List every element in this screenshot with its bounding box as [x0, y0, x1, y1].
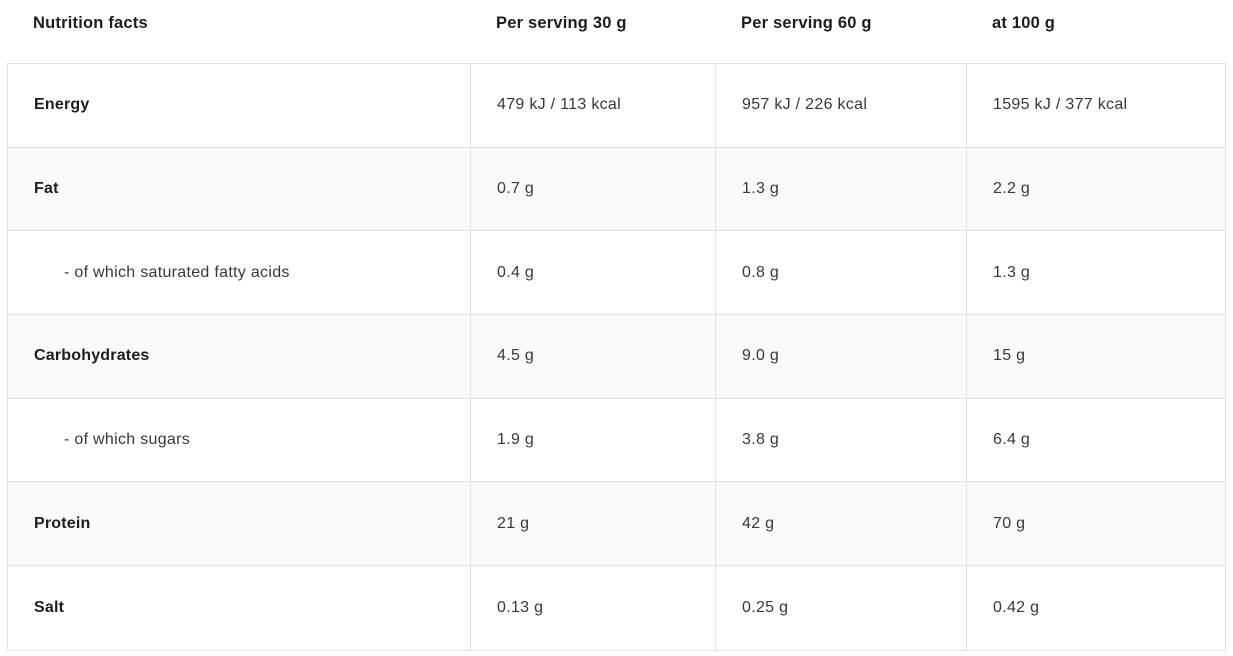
row-label: - of which sugars: [64, 431, 191, 449]
table-row: - of which saturated fatty acids 0.4 g 0…: [8, 231, 1225, 316]
cell-value-per-serving-30g: 479 kJ / 113 kcal: [470, 64, 715, 147]
table-row: Energy 479 kJ / 113 kcal 957 kJ / 226 kc…: [8, 64, 1225, 148]
cell-value-at-100g: 0.42 g: [966, 566, 1225, 650]
cell-value-per-serving-60g: 42 g: [715, 482, 966, 566]
cell-value-at-100g: 1595 kJ / 377 kcal: [966, 64, 1225, 147]
cell-value-per-serving-30g: 0.4 g: [470, 231, 715, 315]
table-row: Salt 0.13 g 0.25 g 0.42 g: [8, 566, 1225, 650]
cell-value-per-serving-30g: 21 g: [470, 482, 715, 566]
column-header-per-serving-60g: Per serving 60 g: [741, 14, 872, 32]
cell-value-per-serving-60g: 1.3 g: [715, 147, 966, 231]
row-label: Energy: [34, 96, 90, 114]
table-row: - of which sugars 1.9 g 3.8 g 6.4 g: [8, 398, 1225, 483]
row-label: Protein: [34, 514, 91, 532]
cell-value-per-serving-60g: 957 kJ / 226 kcal: [715, 64, 966, 147]
cell-value-per-serving-30g: 0.13 g: [470, 566, 715, 650]
row-label: Carbohydrates: [34, 347, 150, 365]
cell-value-at-100g: 1.3 g: [966, 231, 1225, 315]
cell-value-at-100g: 15 g: [966, 315, 1225, 398]
table-row: Carbohydrates 4.5 g 9.0 g 15 g: [8, 315, 1225, 399]
cell-value-per-serving-60g: 0.25 g: [715, 566, 966, 650]
cell-value-per-serving-60g: 3.8 g: [715, 398, 966, 482]
nutrition-table: Energy 479 kJ / 113 kcal 957 kJ / 226 kc…: [7, 63, 1226, 651]
cell-value-per-serving-60g: 0.8 g: [715, 231, 966, 315]
cell-value-at-100g: 70 g: [966, 482, 1225, 566]
column-header-per-serving-30g: Per serving 30 g: [496, 14, 627, 32]
table-header-row: Nutrition facts Per serving 30 g Per ser…: [7, 0, 1233, 63]
table-row: Fat 0.7 g 1.3 g 2.2 g: [8, 147, 1225, 232]
table-row: Protein 21 g 42 g 70 g: [8, 482, 1225, 567]
cell-value-at-100g: 2.2 g: [966, 147, 1225, 231]
cell-value-per-serving-60g: 9.0 g: [715, 315, 966, 398]
cell-value-per-serving-30g: 1.9 g: [470, 398, 715, 482]
cell-value-at-100g: 6.4 g: [966, 398, 1225, 482]
row-label: Salt: [34, 598, 65, 616]
cell-value-per-serving-30g: 0.7 g: [470, 147, 715, 231]
page-title: Nutrition facts: [33, 14, 148, 32]
row-label: Fat: [34, 180, 59, 198]
column-header-at-100g: at 100 g: [992, 14, 1056, 32]
row-label: - of which saturated fatty acids: [64, 263, 290, 281]
cell-value-per-serving-30g: 4.5 g: [470, 315, 715, 398]
